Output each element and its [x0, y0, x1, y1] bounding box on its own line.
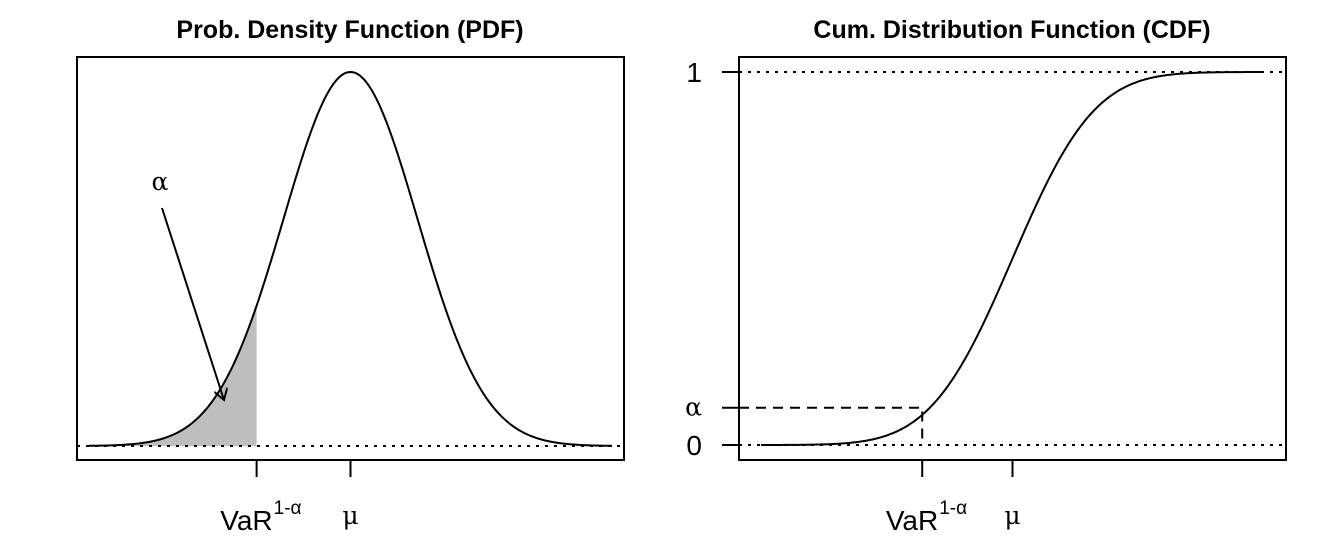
pdf-mu-tick-label: μ — [342, 501, 358, 530]
pdf-alpha-arrow — [161, 207, 224, 400]
cdf-var-label-base: VaR — [886, 505, 938, 536]
cdf-curve — [761, 71, 1264, 446]
cdf-alpha-guide — [739, 406, 924, 445]
cdf-title: Cum. Distribution Function (CDF) — [813, 16, 1210, 44]
cdf-ytick-label-0: 0 — [686, 430, 702, 461]
pdf-var-sup-text: 1-α — [274, 498, 302, 519]
cdf-var-sup-text: 1-α — [939, 498, 967, 519]
cdf-panel: Cum. Distribution Function (CDF) VaR 1-α… — [685, 16, 1287, 536]
pdf-plot-frame — [76, 56, 625, 461]
cdf-var-tick-superscript: 1-α — [939, 498, 967, 519]
cdf-ytick-label-alpha: α — [685, 393, 702, 422]
pdf-var-tick-superscript: 1-α — [274, 498, 302, 519]
pdf-alpha-label: α — [152, 167, 169, 196]
pdf-var-label-base: VaR — [220, 505, 272, 536]
pdf-panel: Prob. Density Function (PDF) α VaR 1-α μ — [76, 16, 625, 536]
pdf-var-tick-label: VaR — [220, 505, 272, 536]
pdf-curve — [88, 70, 613, 447]
pdf-title: Prob. Density Function (PDF) — [176, 16, 523, 44]
cdf-ytick-label-1: 1 — [686, 57, 702, 88]
cdf-mu-tick-label: μ — [1004, 501, 1020, 530]
pdf-shaded-tail — [89, 305, 257, 446]
cdf-var-tick-label: VaR — [886, 505, 938, 536]
